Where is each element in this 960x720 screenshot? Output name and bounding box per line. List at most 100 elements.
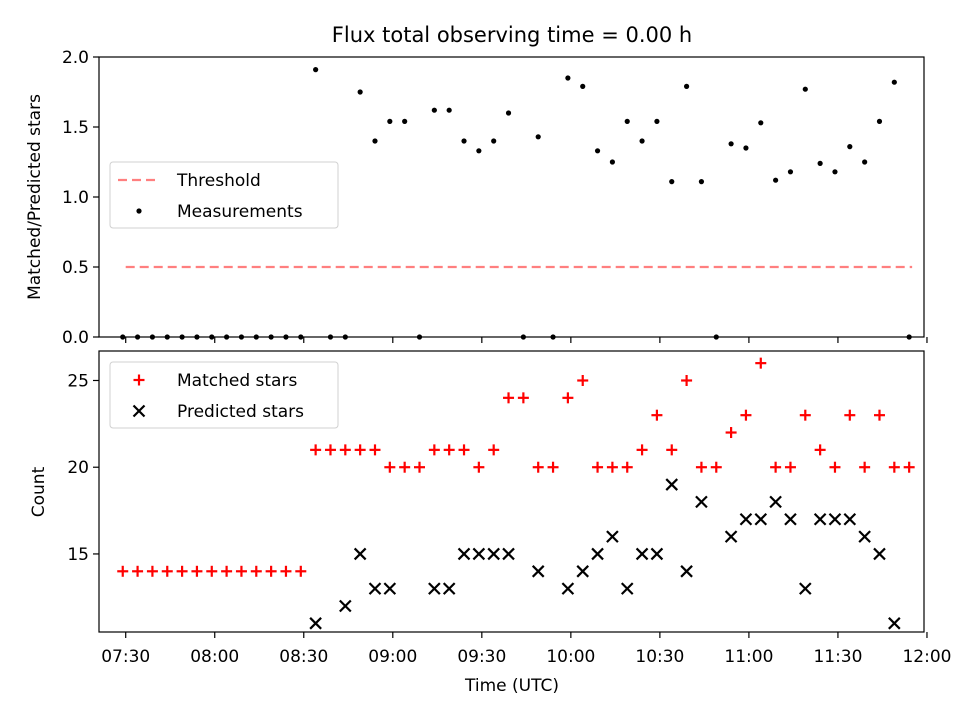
matched-star-point	[814, 444, 826, 456]
matched-star-point	[784, 461, 796, 473]
predicted-star-point-b	[888, 617, 901, 630]
top-ytick-label: 0.5	[62, 258, 89, 278]
matched-star-point	[725, 427, 737, 439]
measurement-point	[313, 67, 319, 73]
measurement-point	[491, 138, 497, 144]
top-ytick-label: 1.0	[62, 188, 89, 208]
matched-star-point	[666, 444, 678, 456]
predicted-star-point-b	[339, 599, 352, 613]
matched-star-point	[695, 461, 707, 473]
measurement-point	[802, 86, 808, 92]
bottom-xtick-label: 10:30	[635, 647, 684, 667]
matched-star-point	[888, 461, 900, 473]
bottom-xtick-label: 11:30	[813, 647, 862, 667]
measurement-point	[505, 110, 512, 116]
matched-star-point	[458, 444, 470, 456]
bottom-y-axis-label: Count	[29, 466, 49, 517]
predicted-star-point-b	[531, 565, 545, 578]
matched-star-point	[339, 444, 351, 456]
predicted-star-point	[339, 599, 352, 613]
predicted-star-point	[828, 512, 842, 526]
matched-star-point	[428, 444, 440, 456]
bottom-ytick-label: 15	[67, 545, 89, 565]
matched-star-point	[399, 461, 411, 473]
measurement-point	[461, 138, 467, 144]
predicted-star-point-b	[487, 547, 500, 561]
measurement-point	[357, 89, 363, 95]
matched-star-point	[547, 461, 559, 473]
measurement-point	[862, 159, 868, 165]
measurement-point	[594, 148, 601, 154]
matched-star-point	[532, 461, 544, 473]
predicted-star-point-b	[502, 547, 515, 561]
legend-predicted-swatch-b	[132, 404, 146, 418]
predicted-star-point	[457, 547, 471, 561]
predicted-star-point-b	[591, 547, 604, 561]
matched-star-point	[740, 409, 752, 421]
matched-star-point	[161, 565, 173, 577]
predicted-star-point	[531, 565, 545, 578]
predicted-star-point-b	[724, 530, 738, 543]
predicted-star-point	[487, 547, 500, 561]
measurement-point	[891, 79, 897, 85]
legend-measurements-label: Measurements	[177, 202, 303, 222]
matched-star-point	[146, 565, 158, 577]
bottom-xtick-label: 11:00	[724, 647, 773, 667]
predicted-star-point	[739, 512, 753, 526]
matched-star-point	[710, 461, 722, 473]
predicted-star-point	[769, 495, 782, 509]
matched-star-point	[250, 565, 262, 577]
matched-star-point	[117, 565, 129, 577]
measurement-point	[609, 159, 615, 165]
matched-star-point	[621, 461, 633, 473]
predicted-star-point	[813, 512, 827, 526]
measurement-point	[683, 83, 690, 89]
predicted-star-point-b	[561, 582, 575, 595]
predicted-star-point-b	[739, 512, 753, 526]
predicted-star-point-b	[784, 512, 797, 526]
matched-star-point	[354, 444, 366, 456]
predicted-star-point	[606, 530, 619, 543]
measurement-point	[402, 118, 408, 124]
predicted-star-point-b	[799, 582, 812, 595]
predicted-star-point-b	[754, 512, 768, 526]
predicted-star-point-b	[442, 582, 456, 595]
matched-star-point	[191, 565, 203, 577]
legend-matched-label: Matched stars	[177, 371, 297, 391]
measurement-point	[654, 118, 660, 124]
predicted-star-point-b	[635, 547, 649, 561]
predicted-star-point	[591, 547, 604, 561]
measurement-point	[624, 118, 630, 124]
top-y-axis-label: Matched/Predicted stars	[25, 94, 45, 300]
predicted-star-point-b	[309, 617, 322, 630]
matched-star-point	[770, 461, 782, 473]
predicted-star-point	[383, 582, 397, 595]
predicted-star-point-b	[695, 495, 708, 509]
matched-star-point	[414, 461, 426, 473]
predicted-star-point	[635, 547, 649, 561]
measurement-point	[372, 138, 378, 144]
predicted-star-point	[650, 547, 664, 561]
x-axis-label: Time (UTC)	[464, 676, 559, 696]
bottom-xtick-label: 08:00	[190, 647, 239, 667]
predicted-star-point-b	[606, 530, 619, 543]
predicted-star-point-b	[769, 495, 782, 509]
predicted-star-point-b	[353, 547, 367, 561]
measurement-point	[743, 145, 749, 151]
predicted-star-point-b	[620, 582, 634, 595]
predicted-star-point	[888, 617, 901, 630]
measurement-point	[876, 118, 883, 124]
measurement-point	[773, 177, 779, 183]
predicted-star-point	[502, 547, 515, 561]
predicted-star-point	[799, 582, 812, 595]
matched-star-point	[280, 565, 292, 577]
matched-star-point	[488, 444, 500, 456]
legend-matched-swatch	[133, 374, 145, 386]
matched-star-point	[473, 461, 485, 473]
bottom-xtick-label: 10:00	[546, 647, 595, 667]
predicted-star-point	[442, 582, 456, 595]
bottom-ytick-label: 20	[67, 458, 89, 478]
predicted-star-point	[784, 512, 797, 526]
matched-star-point	[132, 565, 144, 577]
